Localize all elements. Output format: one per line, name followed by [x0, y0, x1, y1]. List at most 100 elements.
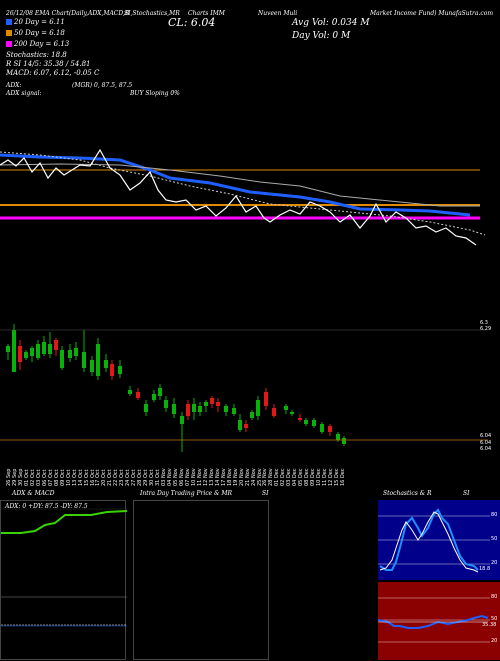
- date-label: 17 Nov: [220, 468, 227, 486]
- adx-signal-label: ADX signal:: [6, 90, 42, 97]
- date-label: 10 Oct: [65, 469, 72, 486]
- ema-grey-line: [0, 163, 480, 207]
- ema20-line: [0, 153, 471, 217]
- candle-body: [224, 406, 228, 412]
- rsi-label: R SI 14/5: 35.38 / 54.81: [6, 60, 91, 68]
- tick-right-4: 6.04: [480, 440, 492, 446]
- date-label: 02 Oct: [29, 469, 36, 486]
- candle-body: [104, 360, 108, 368]
- stoch-d: [379, 508, 479, 571]
- candle-body: [144, 404, 148, 412]
- stoch-panel-si: SI: [463, 490, 470, 497]
- ma50-swatch: [6, 30, 12, 36]
- rsi-line: [378, 614, 489, 629]
- candle-body: [68, 350, 72, 358]
- mr-panel-title: Intra Day Trading Price & MR: [140, 490, 233, 497]
- date-label: 08 Oct: [53, 469, 60, 486]
- stoch-tick-50: 50: [491, 536, 498, 542]
- candle-body: [232, 408, 236, 414]
- candle-body: [136, 392, 140, 398]
- ema-area: [0, 148, 486, 246]
- header-top-menu: 26/12/08 EMA Chart(Daily,ADX,MACD,B: [6, 10, 130, 17]
- candle-body: [304, 420, 308, 424]
- candle-body: [158, 388, 162, 396]
- date-label: 15 Oct: [83, 469, 90, 486]
- candle-body: [90, 360, 94, 372]
- candle-body: [60, 350, 64, 368]
- candle-body: [342, 438, 346, 444]
- candle-body: [216, 402, 220, 406]
- adx-panel: ADX: 0 +DY: 87.5 -DY: 87.5: [0, 500, 127, 660]
- date-label: 10 Nov: [190, 468, 197, 486]
- candle-body: [204, 402, 208, 406]
- candle-body: [210, 398, 214, 404]
- title-right: Market Income Fund) MunafaSutra.com: [370, 10, 494, 17]
- date-label: 12 Nov: [202, 468, 209, 486]
- date-label: 07 Oct: [47, 469, 54, 486]
- candle-body: [256, 400, 260, 416]
- candle-body: [128, 390, 132, 394]
- price-line: [0, 148, 477, 246]
- candle-body: [164, 400, 168, 408]
- adx-value: (MGR) 0, 87.5, 87.5: [72, 82, 133, 89]
- stoch-label: Stochastics: 18.8: [6, 51, 67, 59]
- ma200-swatch: [6, 41, 12, 47]
- date-label: 14 Nov: [214, 468, 221, 486]
- candle-body: [238, 420, 242, 430]
- date-label: 18 Nov: [226, 468, 233, 486]
- stoch-tick-80: 80: [491, 512, 498, 518]
- title-chart: Charts IMM: [188, 10, 225, 17]
- stoch-tick-20: 20: [491, 560, 498, 566]
- rsi-tick-80: 80: [491, 594, 498, 600]
- title-left: Nuveen Muli: [258, 10, 298, 17]
- tick-right-3: 6.04: [480, 433, 492, 439]
- day-vol: Day Vol: 0 M: [292, 31, 351, 41]
- candle-body: [198, 406, 202, 412]
- candle-body: [74, 348, 78, 356]
- candle-body: [180, 416, 184, 424]
- date-label: 01 Oct: [23, 469, 30, 486]
- date-label: 24 Nov: [250, 468, 257, 486]
- date-label: 11 Nov: [196, 468, 203, 486]
- candle-body: [110, 364, 114, 376]
- tick-right-1: 6.3: [480, 320, 488, 326]
- adx-panel-title: ADX & MACD: [12, 490, 55, 497]
- date-label: 19 Nov: [232, 468, 239, 486]
- date-label: 06 Oct: [41, 469, 48, 486]
- adx-legend: ADX: 0 +DY: 87.5 -DY: 87.5: [5, 503, 88, 510]
- candle-body: [118, 366, 122, 374]
- candle-body: [298, 418, 302, 420]
- date-label: 14 Oct: [77, 469, 84, 486]
- candle-body: [192, 404, 196, 412]
- candle-body: [18, 346, 22, 362]
- ma20-label: 20 Day = 6.11: [14, 18, 65, 26]
- ma50-label: 50 Day = 6.18: [14, 29, 65, 37]
- candle-body: [36, 344, 40, 358]
- ma200-label: 200 Day = 6.13: [14, 40, 70, 48]
- rsi-tick-50: 50: [491, 616, 498, 622]
- avg-vol: Avg Vol: 0.034 M: [292, 18, 370, 28]
- tick-right-5: 6.04: [480, 446, 492, 452]
- adx-label: ADX:: [6, 82, 22, 89]
- candle-body: [12, 330, 16, 372]
- candle-body: [250, 412, 254, 418]
- ema-dotted-line: [0, 151, 486, 236]
- date-label: 20 Nov: [238, 468, 245, 486]
- candle-body: [328, 426, 332, 432]
- stoch-panel: 80 50 20 18.8: [378, 500, 500, 580]
- buy-signal: BUY Sloping 0%: [130, 90, 180, 97]
- candle-body: [30, 348, 34, 356]
- candle-body: [264, 392, 268, 406]
- date-label: 03 Oct: [35, 469, 42, 486]
- candle-body: [54, 340, 58, 350]
- date-label: 13 Nov: [208, 468, 215, 486]
- close-label: CL: 6.04: [168, 16, 216, 29]
- candle-body: [336, 434, 340, 440]
- candle-body: [48, 344, 52, 354]
- candle-body: [284, 406, 288, 410]
- date-label: 09 Oct: [59, 469, 66, 486]
- candle-body: [320, 424, 324, 432]
- candle-body: [172, 404, 176, 414]
- candle-body: [244, 424, 248, 428]
